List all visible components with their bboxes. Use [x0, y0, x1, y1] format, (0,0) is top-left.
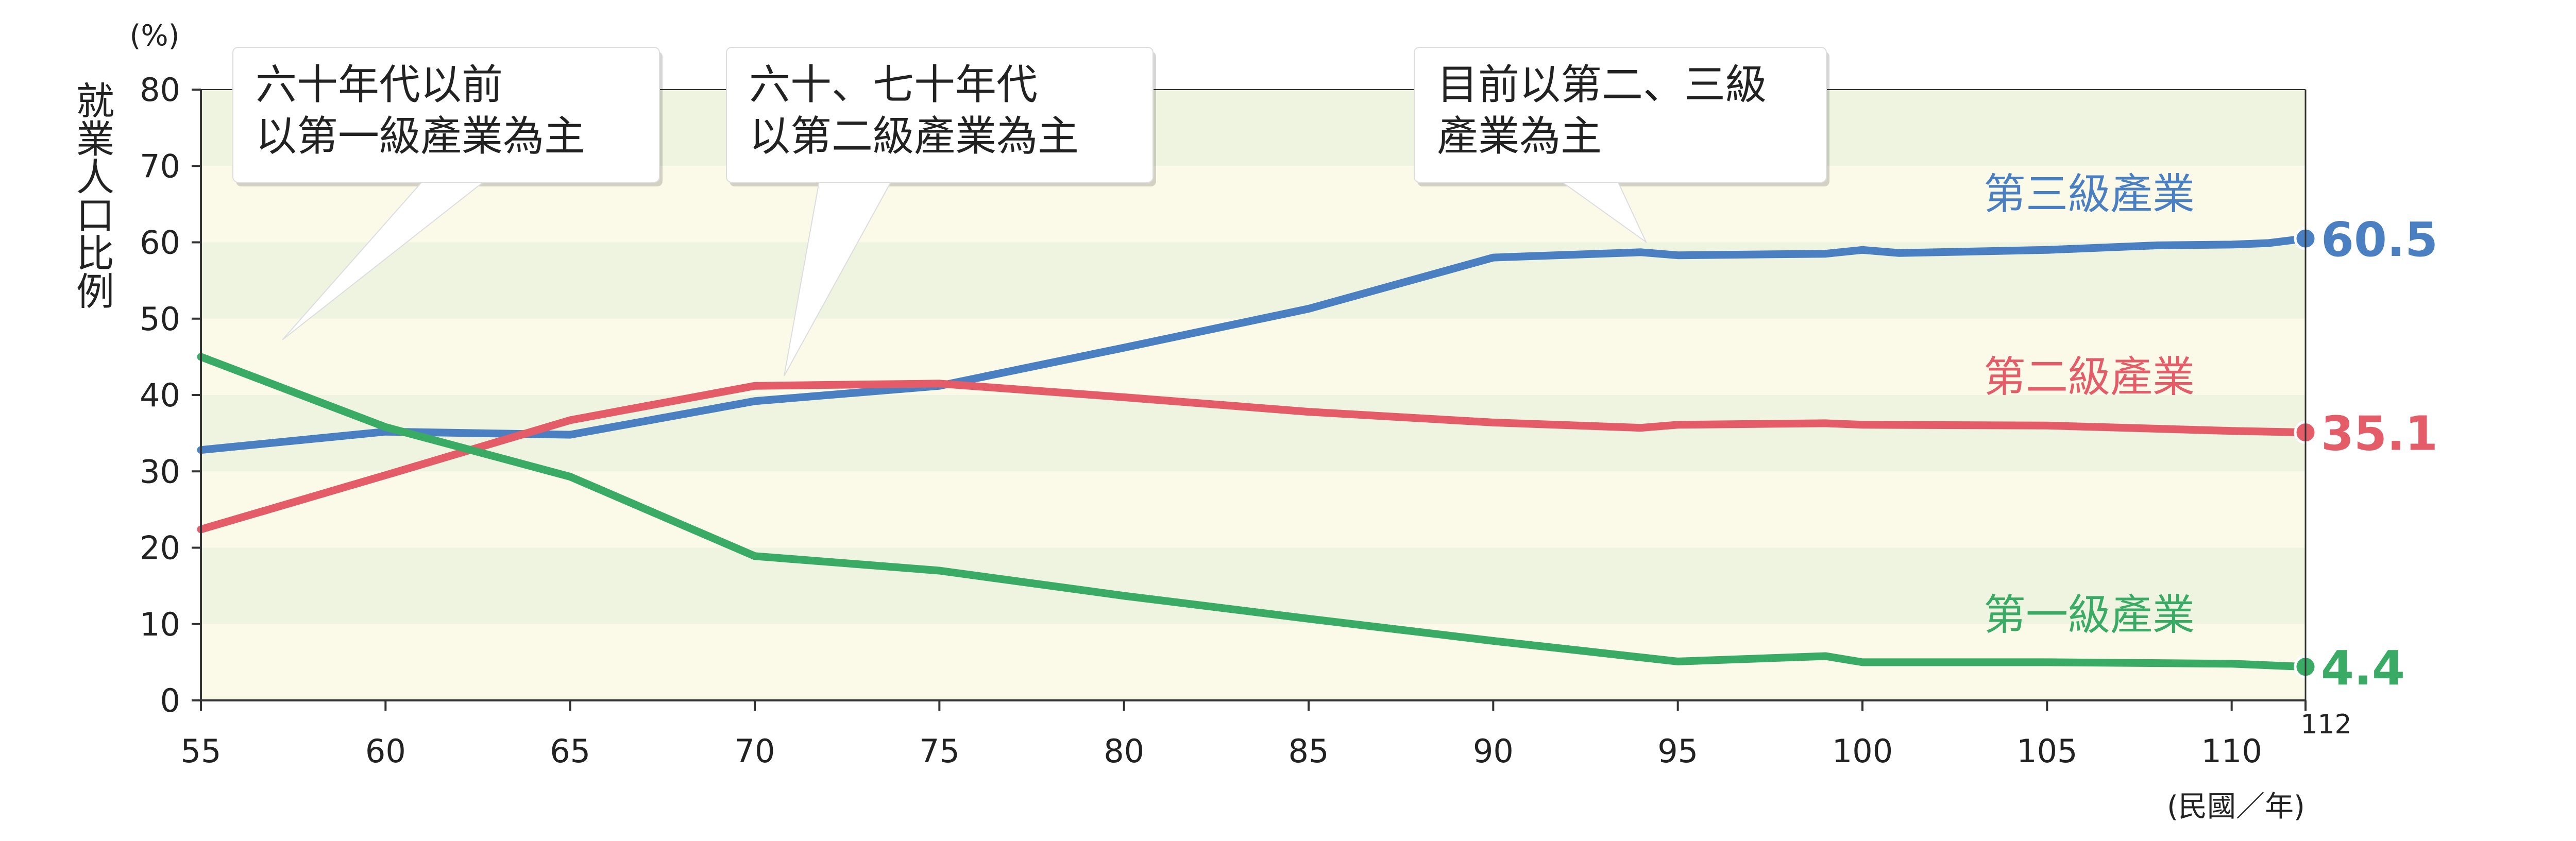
y-tick-label: 70	[140, 147, 180, 185]
x-tick-label: 70	[735, 732, 775, 770]
x-tick-label: 85	[1289, 732, 1329, 770]
y-tick-label: 20	[140, 529, 180, 567]
series-line	[197, 353, 2310, 671]
callout-text-line: 六十年代以前	[256, 61, 503, 109]
y-tick-label: 60	[140, 224, 180, 262]
x-tick-label: 95	[1657, 732, 1698, 770]
series-end-label: 60.5	[2321, 212, 2438, 267]
series-end-label: 4.4	[2321, 641, 2405, 696]
x-tick-label: 110	[2201, 732, 2262, 770]
callout-text-line: 產業為主	[1437, 112, 1602, 160]
x-tick-label: 75	[919, 732, 960, 770]
series-end-label: 35.1	[2321, 406, 2438, 461]
y-unit-label: (%)	[130, 19, 180, 53]
x-tick-label: 90	[1473, 732, 1514, 770]
series-lines	[197, 227, 2317, 679]
plot-band	[201, 318, 2306, 395]
x-tick-label: 100	[1832, 732, 1893, 770]
callout-text-line: 以第二級產業為主	[749, 112, 1079, 160]
x-unit-label: (民國／年)	[2167, 790, 2305, 823]
callout-bubble	[232, 47, 660, 183]
callout-text-line: 目前以第二、三級	[1437, 61, 1767, 109]
series-name-label: 第一級產業	[1984, 591, 2195, 640]
series-name-label: 第二級產業	[1984, 353, 2195, 402]
y-tick-label: 50	[140, 300, 180, 338]
x-tick-label: 55	[181, 732, 222, 770]
y-tick-label: 80	[140, 71, 180, 109]
y-tick-label: 0	[160, 682, 180, 719]
callout-text-line: 以第一級產業為主	[256, 112, 585, 160]
callout-bubble	[1414, 47, 1827, 183]
x-tick-label: 112	[2300, 709, 2351, 740]
callouts: 六十年代以前以第一級產業為主六十、七十年代以第二級產業為主目前以第二、三級產業為…	[232, 47, 1829, 376]
series-name-label: 第三級產業	[1984, 170, 2195, 219]
y-tick-label: 30	[140, 453, 180, 490]
x-tick-label: 80	[1104, 732, 1144, 770]
plot-band	[201, 471, 2306, 548]
x-tick-label: 60	[365, 732, 406, 770]
series-line	[197, 380, 2310, 534]
labels: 0 10 20 30 40 50 60 70 80 55 60 65 70 75 80 85 90 95 100 10…	[76, 19, 2438, 823]
y-tick-label: 10	[140, 606, 180, 643]
y-tick-label: 40	[140, 376, 180, 414]
x-tick-label: 105	[2016, 732, 2077, 770]
series-line	[197, 234, 2310, 454]
x-tick-label: 65	[550, 732, 590, 770]
callout-text-line: 六十、七十年代	[749, 61, 1038, 109]
callout-bubble	[726, 47, 1154, 183]
y-axis-label: 就業人口比例	[76, 79, 114, 314]
